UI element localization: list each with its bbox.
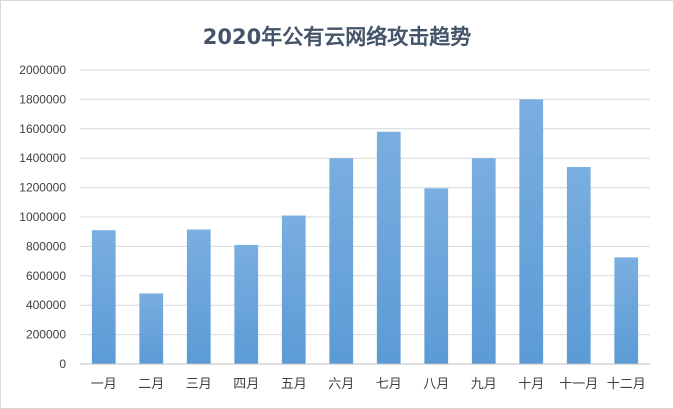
bars <box>91 99 639 365</box>
bar <box>139 293 164 364</box>
chart-title: 2020年公有云网络攻击趋势 <box>203 25 471 49</box>
x-axis-category-labels: 一月 二月 三月 四月 五月 六月 七月 八月 九月 十月 十一月 十二月 <box>91 377 646 392</box>
bar <box>376 131 401 364</box>
x-category-label: 七月 <box>376 377 402 392</box>
x-category-label: 一月 <box>91 377 117 392</box>
y-tick-label: 1000000 <box>19 210 66 224</box>
bar <box>234 244 259 364</box>
x-category-label: 二月 <box>138 377 164 392</box>
x-category-label: 十二月 <box>607 377 646 392</box>
bar <box>281 215 306 364</box>
bar <box>614 257 639 364</box>
bar <box>91 230 116 364</box>
bar <box>519 99 544 365</box>
y-tick-label: 400000 <box>26 298 66 312</box>
y-tick-label: 1400000 <box>19 151 66 165</box>
x-category-label: 十一月 <box>559 377 598 392</box>
y-tick-label: 800000 <box>26 239 66 253</box>
y-tick-label: 1800000 <box>19 92 66 106</box>
x-category-label: 九月 <box>471 377 497 392</box>
y-tick-label: 1600000 <box>19 122 66 136</box>
y-tick-label: 2000000 <box>19 63 66 77</box>
x-category-label: 五月 <box>281 377 307 392</box>
bar <box>566 167 591 364</box>
x-category-label: 三月 <box>186 377 212 392</box>
bar <box>471 158 496 364</box>
x-category-label: 八月 <box>423 377 449 392</box>
bar <box>329 158 354 364</box>
gridlines <box>80 69 650 336</box>
y-tick-label: 600000 <box>26 269 66 283</box>
y-tick-label: 1200000 <box>19 181 66 195</box>
x-category-label: 六月 <box>328 377 354 392</box>
bar <box>424 188 449 364</box>
y-axis-tick-labels: 0 200000 400000 600000 800000 1000000 1200000 1… <box>19 63 66 371</box>
y-tick-label: 0 <box>59 357 66 371</box>
bar <box>186 229 211 364</box>
y-tick-label: 200000 <box>26 328 66 342</box>
x-category-label: 四月 <box>233 377 259 392</box>
x-category-label: 十月 <box>518 377 544 392</box>
